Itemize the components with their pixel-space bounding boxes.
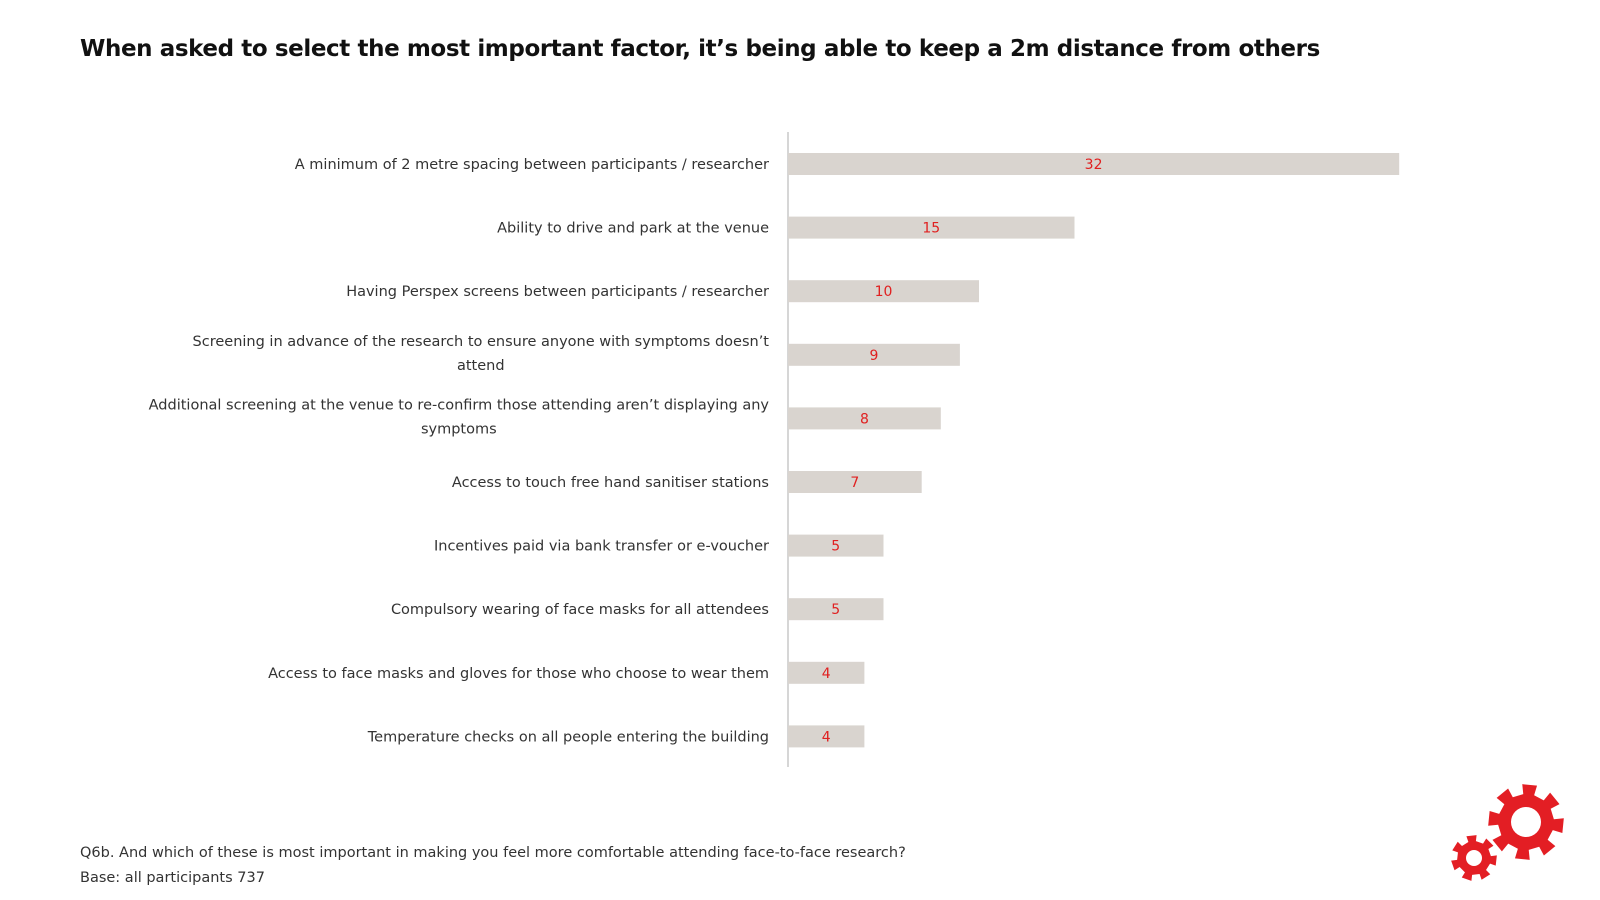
category-label: A minimum of 2 metre spacing between par… <box>295 157 769 173</box>
value-label: 10 <box>875 284 893 300</box>
category-labels-group: A minimum of 2 metre spacing between par… <box>149 157 770 745</box>
footnote: Q6b. And which of these is most importan… <box>80 841 906 891</box>
category-label: Compulsory wearing of face masks for all… <box>391 602 769 618</box>
gears-icon <box>1451 784 1564 881</box>
bar <box>788 216 1075 239</box>
bar <box>788 471 922 493</box>
category-label: Screening in advance of the research to … <box>193 334 770 374</box>
category-label: Access to face masks and gloves for thos… <box>268 666 769 682</box>
category-label: Access to touch free hand sanitiser stat… <box>452 475 769 491</box>
category-label: Additional screening at the venue to re-… <box>149 397 770 437</box>
value-label: 7 <box>850 475 859 491</box>
bar <box>788 343 960 366</box>
bars-group <box>788 153 1400 748</box>
category-label: Temperature checks on all people enterin… <box>367 729 769 745</box>
value-label: 5 <box>831 539 840 555</box>
bar <box>788 280 979 303</box>
value-labels-group: 32 15 10 9 8 7 5 5 4 4 <box>822 157 1103 745</box>
value-label: 9 <box>869 348 878 364</box>
value-label: 8 <box>860 411 869 427</box>
bar <box>788 153 1400 175</box>
bar <box>788 725 865 748</box>
value-label: 4 <box>822 666 831 682</box>
value-label: 4 <box>822 729 831 745</box>
bar <box>788 534 884 557</box>
gear-hole <box>1511 807 1541 837</box>
bar <box>788 407 941 430</box>
chart-title: When asked to select the most important … <box>80 36 1320 62</box>
category-label: Incentives paid via bank transfer or e-v… <box>434 539 769 555</box>
bar <box>788 598 884 621</box>
base-note: Base: all participants 737 <box>80 870 265 886</box>
value-label: 15 <box>922 221 940 237</box>
bar <box>788 661 865 684</box>
value-label: 5 <box>831 602 840 618</box>
category-label: Having Perspex screens between participa… <box>346 284 769 300</box>
value-label: 32 <box>1085 157 1103 173</box>
gear-hole <box>1466 850 1482 866</box>
category-label: Ability to drive and park at the venue <box>497 221 769 237</box>
question-note: Q6b. And which of these is most importan… <box>80 845 906 861</box>
